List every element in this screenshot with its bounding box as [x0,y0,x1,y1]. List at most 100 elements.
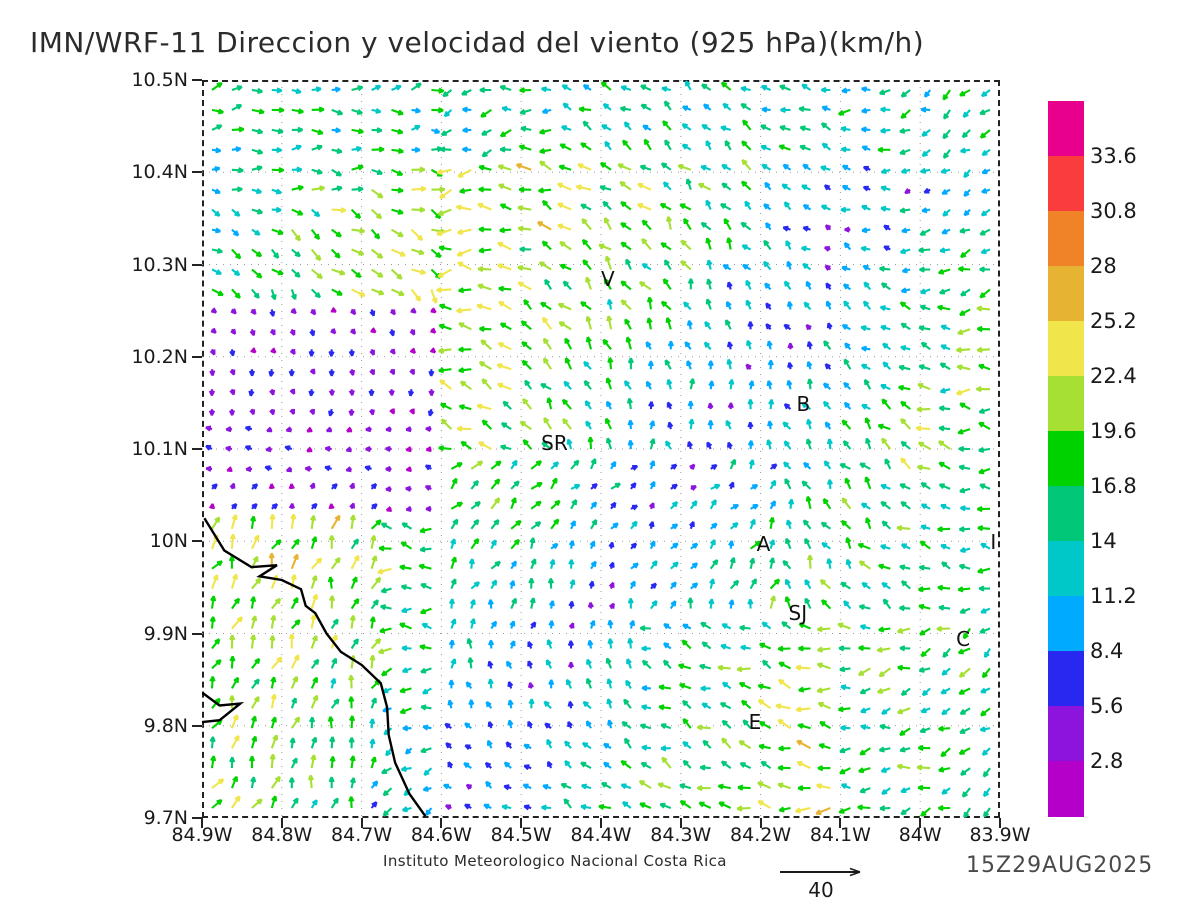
wind-arrow [981,708,990,715]
wind-arrow [371,617,375,629]
wind-arrow [331,308,336,312]
wind-arrow [817,627,830,631]
wind-arrow [919,668,930,672]
wind-arrow [568,439,572,449]
wind-arrow [578,164,591,170]
wind-arrow [581,805,591,809]
wind-arrow [406,487,412,491]
wind-arrow [662,758,671,769]
wind-arrow [840,667,851,671]
wind-arrow [649,361,653,369]
wind-arrow [412,187,426,191]
wind-arrow [562,126,571,130]
wind-arrow [471,539,478,549]
wind-arrow [426,466,432,470]
wind-arrow [212,484,217,489]
wind-arrow [711,485,720,489]
wind-arrow [543,201,551,210]
wind-arrow [540,162,551,170]
wind-arrow [332,208,346,212]
wind-arrow [402,608,412,612]
wind-arrow [607,378,611,389]
wind-arrow [458,230,472,234]
wind-arrow [666,360,671,369]
wind-arrow [211,596,215,609]
wind-arrow [858,805,871,809]
wind-arrow [802,186,811,190]
wind-arrow [618,164,631,169]
wind-arrow [477,405,491,410]
wind-arrow [785,479,790,489]
wind-arrow [312,800,317,808]
wind-arrow [230,484,234,489]
wind-arrow [983,668,990,677]
wind-arrow [332,699,339,708]
wind-arrow [287,467,292,471]
wind-arrow [523,399,531,409]
wind-arrow [822,600,830,609]
wind-arrow [411,308,416,313]
wind-arrow [661,746,671,750]
wind-arrow [882,788,890,794]
wind-arrow [252,270,262,278]
wind-arrow [671,465,677,470]
wind-arrow [761,126,771,130]
wind-arrow [252,716,256,728]
wind-arrow [824,402,831,409]
wind-arrow [728,282,732,289]
wind-arrow [581,302,591,309]
wind-arrow [464,763,471,768]
wind-arrow [412,168,425,172]
wind-arrow [901,302,911,309]
wind-arrow [943,649,950,658]
wind-arrow [391,309,395,314]
wind-arrow [211,756,215,768]
wind-arrow [431,250,440,258]
wind-arrow [252,484,257,489]
wind-arrow [491,520,498,529]
wind-arrow [439,246,451,250]
wind-arrow [412,148,420,152]
wind-arrow [412,108,421,112]
wind-arrow [541,384,551,389]
wind-arrow [457,250,471,256]
wind-arrow [611,503,616,509]
wind-arrow [531,502,541,509]
wind-arrow [803,264,810,270]
wind-arrow [862,109,871,113]
wind-arrow [824,341,830,349]
x-axis-tick-label: 84.8W [251,824,312,846]
wind-arrow [463,147,472,151]
wind-arrow [884,247,890,251]
wind-arrow [332,250,340,258]
wind-arrow [543,318,551,330]
reference-vector-label: 40 [778,878,864,902]
wind-arrow [682,241,691,250]
wind-arrow [441,404,452,409]
wind-arrow [839,646,850,650]
wind-arrow [977,327,990,331]
wind-arrow [764,241,770,250]
wind-arrow [606,419,611,430]
wind-arrow [252,697,259,709]
wind-arrow [862,127,871,131]
wind-arrow [520,247,531,251]
wind-arrow [688,442,692,449]
wind-arrow [581,143,591,150]
wind-arrow [665,260,671,269]
wind-arrow [540,149,551,153]
wind-arrow [943,130,950,138]
wind-arrow [880,267,891,271]
wind-arrow [860,788,870,792]
wind-arrow [392,110,404,115]
wind-arrow [941,169,950,173]
wind-arrow [881,326,890,330]
wind-arrow [402,585,412,589]
wind-arrow [491,540,495,549]
wind-arrow [921,541,931,548]
wind-arrow [332,798,338,808]
wind-arrow [272,777,280,788]
wind-arrow [741,763,751,768]
wind-arrow [332,230,341,237]
wind-arrow [346,447,351,451]
